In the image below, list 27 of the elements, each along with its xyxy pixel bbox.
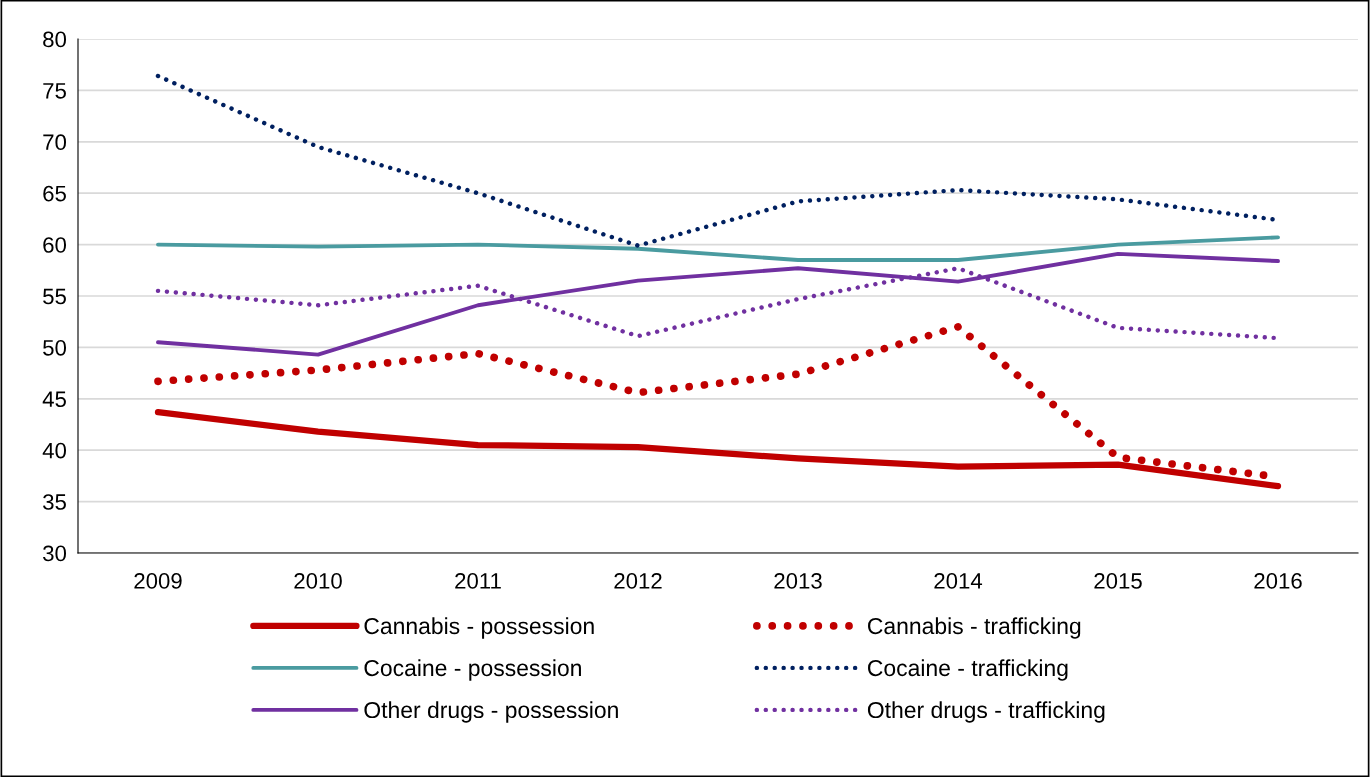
- legend-label: Cannabis - possession: [364, 617, 594, 639]
- legend-label: Other drugs - trafficking: [867, 701, 1105, 723]
- y-tick-label: 30: [43, 545, 67, 562]
- y-tick-label: 60: [43, 237, 67, 253]
- x-tick-label: 2009: [134, 573, 182, 589]
- y-tick-label: 35: [43, 494, 66, 510]
- line-series: [156, 251, 1280, 357]
- legend-label: Cocaine - possession: [364, 659, 581, 681]
- y-tick-label: 80: [43, 31, 67, 48]
- y-tick-label: 75: [43, 83, 66, 99]
- x-tick-label: 2013: [774, 573, 822, 589]
- legend-label: Cocaine - trafficking: [868, 659, 1068, 681]
- y-tick-label: 55: [43, 288, 66, 305]
- legend-label: Other drugs - possession: [364, 701, 618, 723]
- x-tick-label: 2011: [455, 573, 501, 589]
- x-tick-label: 2010: [294, 573, 342, 589]
- y-tick-label: 40: [42, 442, 67, 459]
- legend-label: Cannabis - trafficking: [868, 617, 1081, 639]
- line-series: [156, 235, 1280, 262]
- y-tick-label: 70: [43, 134, 67, 151]
- x-tick-label: 2012: [614, 573, 662, 589]
- y-tick-label: 50: [43, 339, 67, 356]
- y-tick-label: 65: [43, 185, 66, 202]
- x-tick-label: 2015: [1094, 573, 1142, 589]
- y-tick-label: 45: [42, 391, 66, 408]
- x-tick-label: 2014: [934, 573, 983, 589]
- x-tick-label: 2016: [1254, 573, 1302, 589]
